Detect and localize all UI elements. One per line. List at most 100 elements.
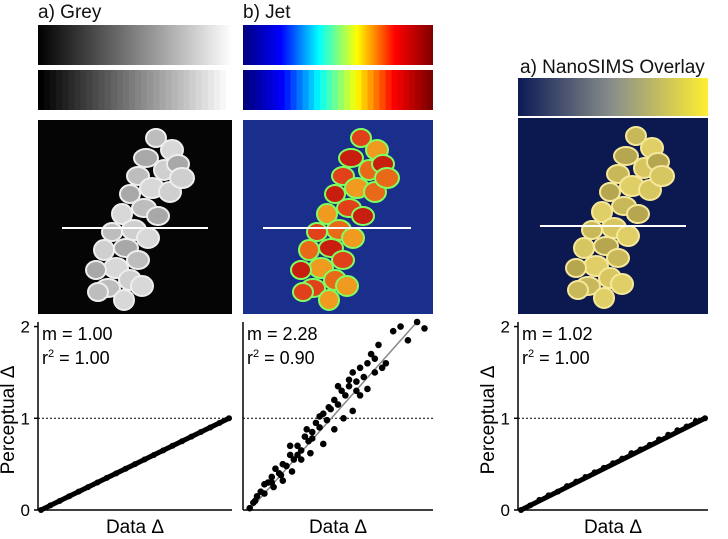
cell-blob — [565, 258, 587, 278]
data-point — [334, 401, 342, 408]
data-point — [356, 392, 364, 399]
data-point — [360, 373, 368, 381]
cell-blob — [290, 260, 312, 280]
panel-title-nanosims: a) NanoSIMS Overlay — [520, 57, 705, 78]
cell-blob — [616, 225, 640, 247]
data-point — [364, 359, 371, 367]
colorbar-jet-continuous — [243, 25, 433, 65]
data-point — [216, 419, 223, 426]
data-point — [345, 382, 353, 390]
y-axis-label: Perceptual Δ — [0, 365, 19, 474]
y-axis-label: Perceptual Δ — [478, 365, 499, 474]
data-point — [261, 481, 268, 488]
colorbar-nanosims — [518, 78, 708, 116]
cell-blob — [292, 282, 314, 302]
panel-title-grey: a) Grey — [38, 2, 102, 23]
data-point — [283, 462, 290, 470]
cell-blob — [606, 248, 630, 268]
micrograph-grey — [38, 120, 232, 314]
data-point — [308, 428, 316, 436]
cell-blob — [581, 220, 603, 240]
colorbar-jet-stepped — [243, 70, 433, 110]
data-point — [371, 369, 379, 376]
data-point — [397, 323, 404, 330]
data-point — [619, 455, 626, 462]
fit-slope-label: m = 1.00 — [42, 324, 113, 344]
y-tick-label: 1 — [21, 409, 30, 428]
micrograph-jet — [243, 120, 433, 314]
data-point — [122, 465, 129, 472]
data-point — [94, 479, 101, 486]
colorbar-grey-stepped — [38, 70, 232, 110]
data-point — [382, 359, 390, 367]
data-point — [349, 369, 357, 376]
data-points-dense — [38, 415, 232, 513]
cell-blob — [324, 184, 346, 204]
data-point — [294, 451, 301, 459]
scatter-plot-1: m = 2.28 r2 = 0.90 Data Δ — [242, 318, 433, 538]
data-point — [316, 424, 323, 431]
data-point — [674, 427, 681, 434]
cell-blob — [351, 206, 375, 226]
cell-blob — [599, 182, 621, 202]
y-tick-label: 0 — [501, 501, 510, 520]
data-point — [246, 504, 253, 512]
data-point — [141, 456, 148, 463]
y-tick-label: 2 — [21, 318, 30, 337]
fit-slope-label: m = 2.28 — [247, 324, 318, 344]
data-point — [338, 387, 345, 395]
cell-blob — [85, 260, 107, 280]
data-point — [250, 499, 257, 506]
data-point — [103, 474, 110, 481]
data-point — [286, 451, 294, 459]
cells-image-jet — [263, 128, 411, 311]
data-point — [413, 318, 421, 326]
data-point — [323, 416, 331, 424]
cell-blob — [306, 222, 328, 242]
cell-blob — [298, 239, 320, 261]
data-point — [308, 435, 316, 442]
data-point — [160, 447, 167, 454]
panel-title-jet: b) Jet — [243, 2, 291, 23]
data-point — [253, 492, 261, 500]
data-point — [207, 424, 214, 431]
data-point — [294, 442, 301, 450]
data-point — [312, 419, 320, 427]
data-point — [297, 456, 305, 463]
data-point — [345, 376, 353, 384]
x-axis-label: Data Δ — [309, 517, 367, 538]
data-point — [270, 483, 277, 491]
scatter-plot-0: 0 1 2 m = 1.00 r2 = 1.00 Data Δ Perceptual Δ — [0, 318, 232, 538]
cell-blob — [169, 167, 195, 189]
data-point — [272, 465, 279, 473]
data-point — [325, 403, 333, 411]
data-point — [610, 460, 616, 467]
cell-blob — [593, 287, 615, 309]
data-point — [264, 479, 272, 486]
cell-blob — [338, 148, 364, 168]
data-point — [47, 502, 54, 509]
colorbar-grey-continuous — [38, 25, 232, 65]
data-point — [665, 431, 672, 438]
data-point — [554, 488, 561, 495]
data-point — [307, 449, 314, 457]
data-point — [277, 471, 285, 479]
cell-blob — [625, 126, 647, 146]
data-point — [692, 418, 699, 425]
data-point — [646, 441, 653, 448]
cell-blob — [145, 128, 167, 148]
data-point — [290, 456, 298, 463]
micrograph-nanosims — [518, 118, 708, 314]
x-axis-label: Data Δ — [106, 517, 164, 538]
data-point — [268, 479, 276, 486]
cell-blob — [130, 275, 154, 297]
data-point — [364, 385, 371, 393]
cell-blob — [567, 280, 589, 300]
cell-blob — [350, 128, 372, 148]
data-point — [301, 433, 309, 440]
data-point — [251, 497, 259, 505]
data-point — [389, 327, 397, 335]
x-axis-label: Data Δ — [584, 517, 642, 538]
cell-blob — [113, 289, 135, 311]
data-point — [288, 468, 296, 475]
